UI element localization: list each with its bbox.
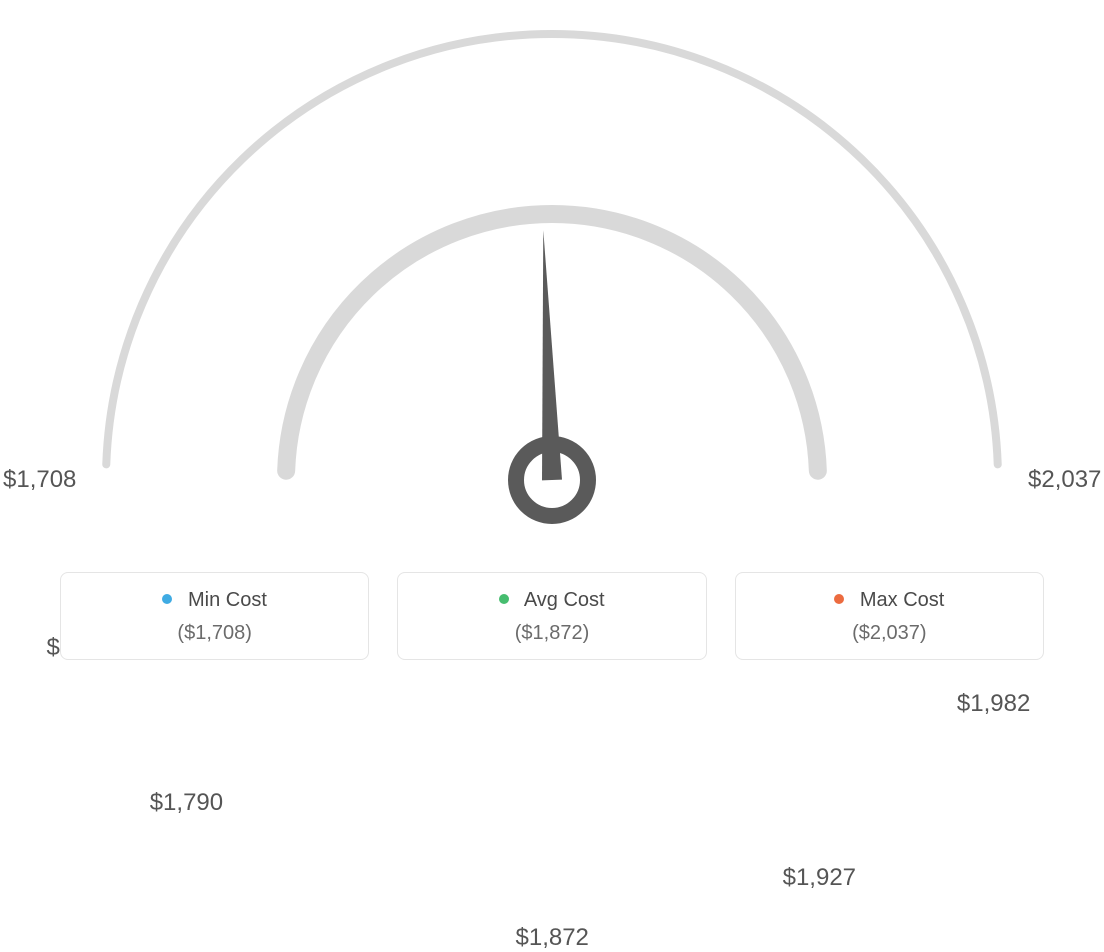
legend-card-avg: Avg Cost ($1,872): [397, 572, 706, 660]
gauge-tick-label: $1,708: [3, 466, 76, 494]
legend-value-min: ($1,708): [61, 622, 368, 645]
legend-title-label: Avg Cost: [524, 589, 605, 611]
dot-icon: [499, 594, 509, 604]
gauge-chart-root: $1,708$1,749$1,790$1,872$1,927$1,982$2,0…: [0, 0, 1104, 690]
legend-title-label: Min Cost: [188, 589, 267, 611]
legend-row: Min Cost ($1,708) Avg Cost ($1,872) Max …: [60, 572, 1044, 660]
dot-icon: [834, 594, 844, 604]
gauge-tick-label: $1,872: [516, 924, 589, 952]
legend-title-label: Max Cost: [860, 589, 944, 611]
legend-value-max: ($2,037): [736, 622, 1043, 645]
gauge-svg: [0, 0, 1104, 560]
legend-title-avg: Avg Cost: [398, 589, 705, 612]
dot-icon: [162, 594, 172, 604]
legend-title-max: Max Cost: [736, 589, 1043, 612]
gauge-tick-label: $1,790: [150, 789, 223, 817]
gauge-tick-label: $2,037: [1028, 466, 1101, 494]
gauge-tick-label: $1,927: [783, 864, 856, 892]
legend-value-avg: ($1,872): [398, 622, 705, 645]
legend-card-max: Max Cost ($2,037): [735, 572, 1044, 660]
gauge-tick-label: $1,982: [957, 690, 1030, 718]
legend-card-min: Min Cost ($1,708): [60, 572, 369, 660]
legend-title-min: Min Cost: [61, 589, 368, 612]
